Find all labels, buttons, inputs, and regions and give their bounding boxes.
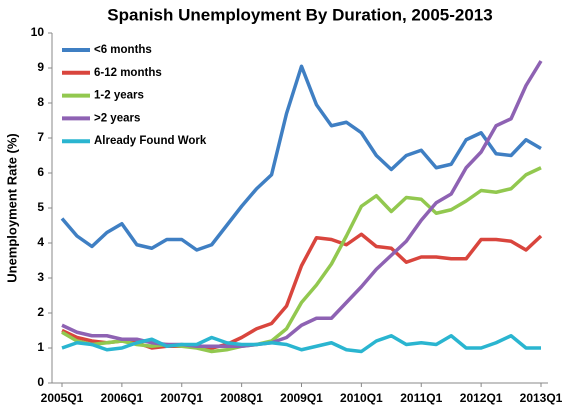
x-tick-label: 2010Q1 — [340, 391, 383, 405]
series-line — [61, 166, 542, 354]
y-tick-label: 3 — [37, 270, 44, 284]
x-tick-label: 2008Q1 — [220, 391, 263, 405]
y-tick-label: 2 — [37, 305, 44, 319]
x-tick-label: 2006Q1 — [101, 391, 144, 405]
series-line — [61, 334, 541, 354]
legend-label: >2 years — [94, 112, 140, 124]
y-tick-label: 7 — [37, 130, 44, 144]
x-tick-label: 2012Q1 — [460, 391, 503, 405]
x-tick-label: 2007Q1 — [160, 391, 203, 405]
series-line — [60, 64, 542, 252]
x-tick-label: 2005Q1 — [41, 391, 84, 405]
series-line — [61, 232, 543, 350]
legend-label: <6 months — [94, 44, 152, 56]
y-tick-label: 8 — [37, 95, 44, 109]
legend-label: Already Found Work — [94, 135, 207, 147]
chart-title: Spanish Unemployment By Duration, 2005-2… — [107, 5, 492, 24]
y-tick-label: 0 — [37, 375, 44, 389]
x-tick-label: 2011Q1 — [400, 391, 442, 405]
y-tick-label: 1 — [37, 340, 44, 354]
y-tick-label: 9 — [37, 60, 44, 74]
legend-label: 1-2 years — [94, 90, 144, 102]
x-tick-label: 2009Q1 — [280, 391, 323, 405]
y-tick-label: 4 — [37, 235, 44, 249]
y-axis-title: Unemployment Rate (%) — [4, 133, 19, 283]
legend-label: 6-12 months — [94, 67, 162, 79]
y-tick-label: 10 — [31, 25, 45, 39]
x-tick-label: 2013Q1 — [520, 391, 563, 405]
y-tick-label: 6 — [37, 165, 44, 179]
y-tick-label: 5 — [37, 200, 44, 214]
